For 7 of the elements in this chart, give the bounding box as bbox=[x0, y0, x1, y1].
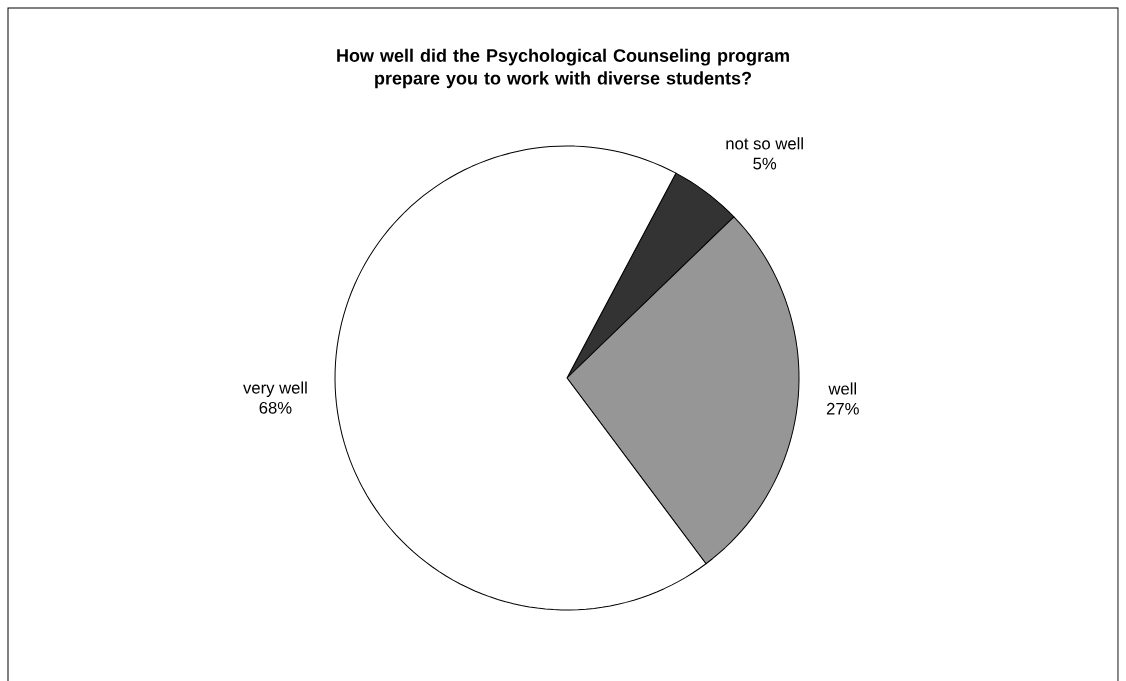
chart-title: How well did the Psychological Counseling program prepare you to work with diverse students? bbox=[337, 48, 789, 89]
data-label: 68% bbox=[259, 401, 292, 414]
slice-label: very well bbox=[243, 381, 307, 397]
slice-label: not so well bbox=[726, 137, 803, 150]
slice-label: well bbox=[828, 382, 857, 395]
data-label: 27% bbox=[826, 402, 859, 415]
data-label: 5% bbox=[753, 157, 777, 170]
